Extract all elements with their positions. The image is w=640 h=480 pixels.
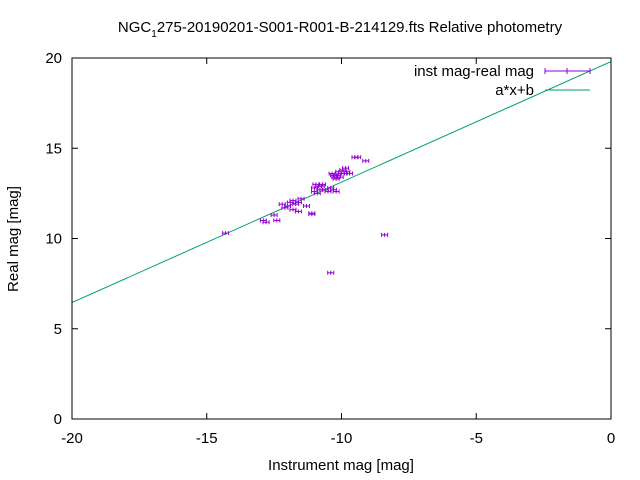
chart-title: NGC1275-20190201-S001-R001-B-214129.fts … (118, 19, 563, 40)
data-point (297, 196, 305, 201)
data-point (294, 209, 302, 214)
chart-title-subscript: 1 (151, 29, 157, 40)
x-tick-label: -15 (196, 430, 218, 447)
data-point (336, 175, 344, 180)
data-point (346, 171, 354, 176)
y-tick-label: 10 (45, 231, 62, 248)
y-tick-label: 5 (54, 321, 62, 338)
data-point (354, 155, 362, 160)
data-point (362, 158, 370, 163)
data-point (332, 189, 340, 194)
x-tick-label: -20 (61, 430, 83, 447)
y-tick-label: 15 (45, 140, 62, 157)
fit-line (72, 61, 611, 304)
chart-title-prefix: NGC (118, 19, 152, 36)
data-point (294, 200, 302, 205)
data-point (313, 191, 321, 196)
data-point (319, 182, 327, 187)
x-tick-label: 0 (607, 430, 615, 447)
x-axis-label: Instrument mag [mag] (268, 457, 414, 474)
x-tick-label: -10 (331, 430, 353, 447)
y-tick-label: 20 (45, 50, 62, 67)
data-point (302, 204, 310, 209)
legend-label-fit-line: a*x+b (495, 82, 534, 99)
y-tick-label: 0 (54, 411, 62, 428)
plot-frame (71, 57, 612, 420)
x-tick-label: -5 (470, 430, 483, 447)
data-point (332, 176, 340, 181)
data-point (327, 270, 335, 275)
data-point (342, 166, 350, 171)
data-point (262, 220, 270, 225)
legend-label-inst-mag: inst mag-real mag (414, 63, 534, 80)
data-point (270, 213, 278, 218)
y-axis-label: Real mag [mag] (5, 186, 22, 292)
data-point (284, 204, 292, 209)
data-point (381, 232, 389, 237)
legend: inst mag-real mag a*x+b (414, 63, 591, 99)
data-point (222, 231, 230, 236)
legend-sample-inst-mag (544, 68, 591, 74)
chart-title-suffix: 275-20190201-S001-R001-B-214129.fts Rela… (157, 19, 563, 36)
data-point (273, 218, 281, 223)
data-point (308, 212, 316, 217)
